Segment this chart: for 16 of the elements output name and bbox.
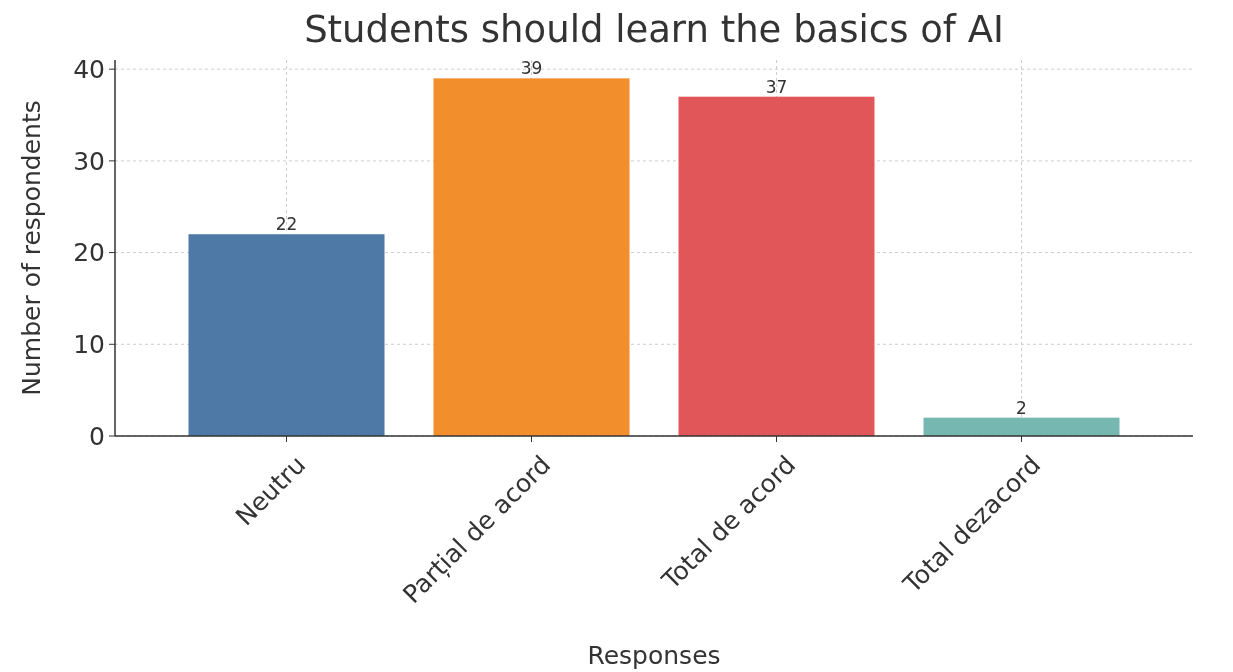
chart-title: Students should learn the basics of AI xyxy=(304,8,1004,51)
y-tick-label: 40 xyxy=(73,54,105,84)
data-label: 37 xyxy=(765,76,788,97)
bar xyxy=(923,417,1120,436)
x-axis-title: Responses xyxy=(587,641,721,670)
y-axis-title: Number of respondents xyxy=(17,100,46,396)
y-tick-label: 20 xyxy=(73,238,105,268)
bar xyxy=(188,234,385,436)
bar xyxy=(678,96,875,436)
bar xyxy=(433,78,630,436)
y-tick-label: 30 xyxy=(73,146,105,176)
data-label: 2 xyxy=(1016,397,1027,418)
data-label: 39 xyxy=(520,58,543,79)
y-tick-label: 0 xyxy=(89,421,105,451)
y-tick-label: 10 xyxy=(73,330,105,360)
data-label: 22 xyxy=(275,214,298,235)
